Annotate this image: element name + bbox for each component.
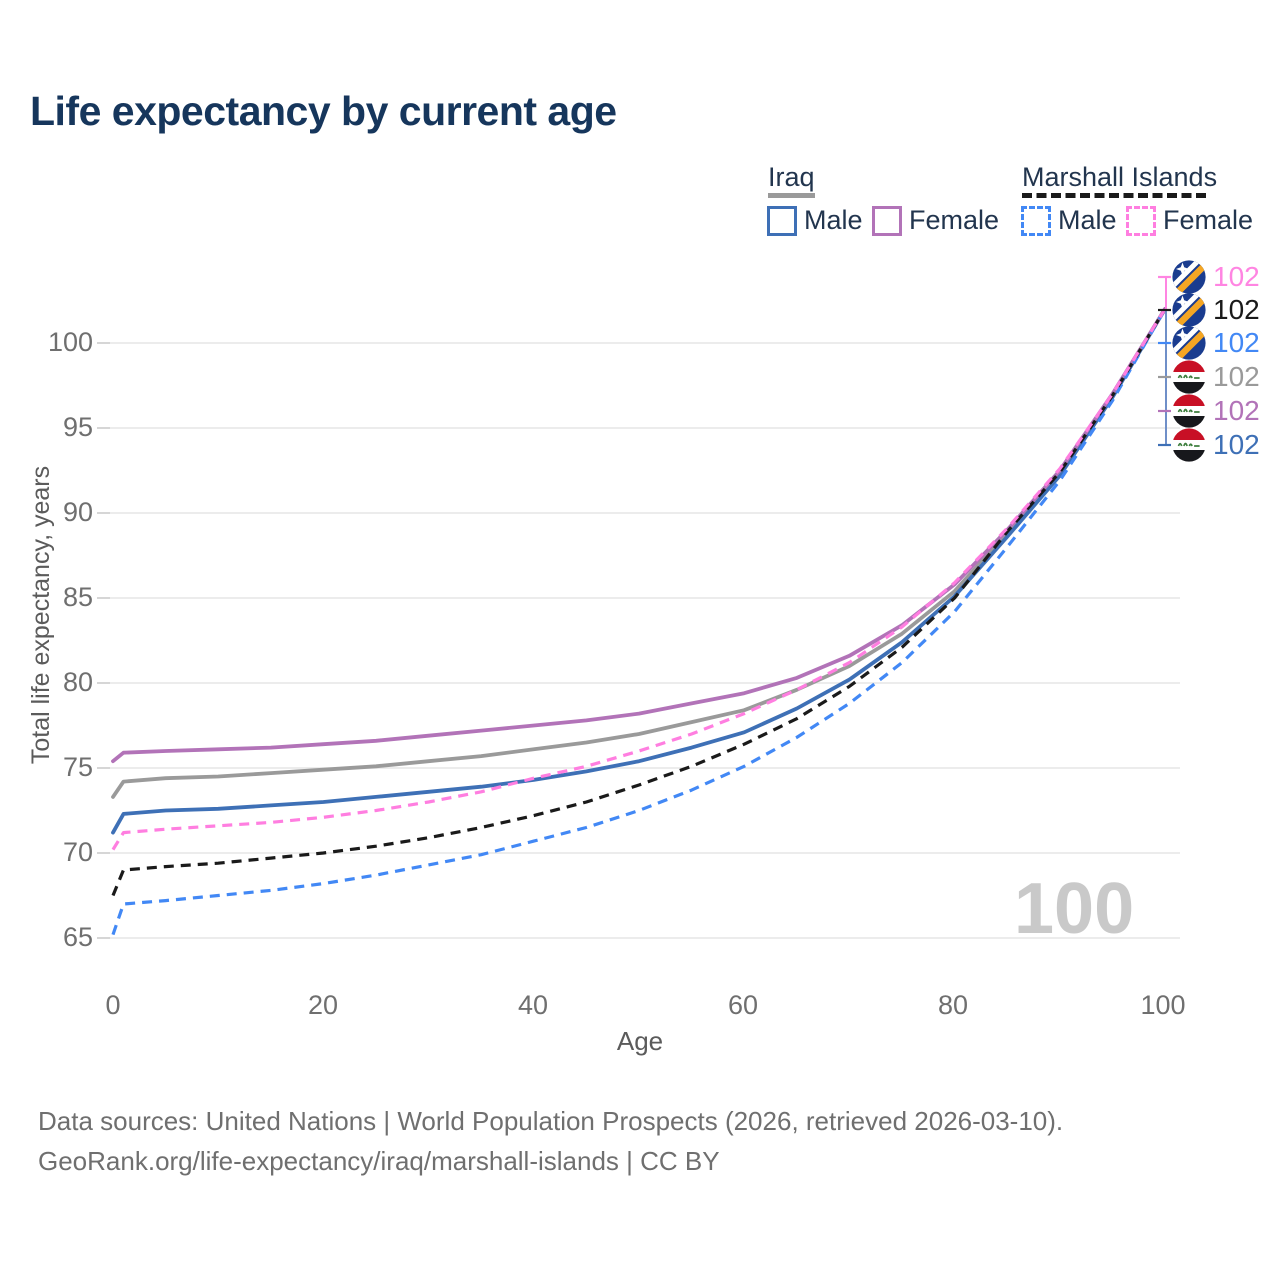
- y-tick-90: 90: [62, 497, 93, 527]
- footer-attribution: GeoRank.org/life-expectancy/iraq/marshal…: [38, 1146, 720, 1176]
- legend-item-label: Male: [804, 205, 863, 235]
- marshall-islands-flag-icon: [1172, 293, 1206, 327]
- x-tick-80: 80: [937, 990, 969, 1020]
- footer-data-sources: Data sources: United Nations | World Pop…: [38, 1106, 1064, 1136]
- end-label-iraq-male: 102: [1172, 428, 1260, 462]
- end-value: 102: [1213, 294, 1260, 325]
- x-tick-40: 40: [517, 990, 549, 1020]
- end-label-marshall-islands-female: 102: [1172, 260, 1260, 294]
- legend-item-marshall-islands-female[interactable]: Female: [1126, 205, 1253, 236]
- iraq-flag-icon: [1172, 360, 1206, 394]
- marshall-islands-flag-icon: [1172, 293, 1206, 327]
- y-tick-100: 100: [47, 327, 93, 357]
- series-line-marshall-islands-female: [111, 308, 1167, 851]
- y-tick-65: 65: [62, 922, 93, 952]
- iraq-flag-icon: [1172, 428, 1206, 462]
- legend-item-label: Female: [909, 205, 1000, 235]
- y-tick-80: 80: [62, 667, 93, 697]
- x-tick-100: 100: [1140, 990, 1186, 1020]
- series-line-iraq-female: [111, 307, 1167, 764]
- iraq-male-swatch-icon: [767, 205, 797, 236]
- end-value: 102: [1213, 429, 1260, 460]
- age-watermark: 100: [1014, 869, 1135, 949]
- y-tick-95: 95: [62, 412, 93, 442]
- end-label-marshall-islands-both: 102: [1172, 293, 1260, 327]
- marshall-islands-flag-icon: [1172, 260, 1206, 294]
- y-tick-85: 85: [62, 582, 93, 612]
- iraq-flag-icon: [1172, 428, 1206, 462]
- page-title: Life expectancy by current age: [30, 88, 617, 134]
- end-value: 102: [1213, 261, 1260, 292]
- iraq-flag-icon: [1172, 394, 1206, 428]
- iraq-flag-icon: [1172, 360, 1206, 394]
- legend-group-iraq: Iraq: [768, 162, 815, 192]
- end-value: 102: [1213, 395, 1260, 426]
- legend-item-label: Female: [1163, 205, 1254, 235]
- x-tick-60: 60: [727, 990, 759, 1020]
- marshall-islands-flag-icon: [1172, 326, 1206, 360]
- end-label-iraq-both: 102: [1172, 360, 1260, 394]
- x-axis-title: Age: [616, 1026, 664, 1056]
- end-value: 102: [1213, 361, 1260, 392]
- series-line-iraq-both-sexes: [111, 307, 1167, 799]
- series-line-marshall-islands-both-sexes: [111, 308, 1167, 897]
- x-tick-0: 0: [105, 990, 121, 1020]
- end-label-marshall-islands-male: 102: [1172, 326, 1260, 360]
- iraq-female-swatch-icon: [872, 205, 902, 236]
- y-tick-75: 75: [62, 752, 93, 782]
- legend-item-label: Male: [1058, 205, 1117, 235]
- end-value: 102: [1213, 327, 1260, 358]
- legend-item-iraq-female[interactable]: Female: [872, 205, 999, 236]
- series-line-iraq-male: [111, 307, 1167, 835]
- marshall-islands-flag-icon: [1172, 326, 1206, 360]
- legend-group-marshall-islands: Marshall Islands: [1022, 162, 1218, 192]
- legend-underline-marshall-islands: [1022, 193, 1206, 198]
- end-label-iraq-female: 102: [1172, 394, 1260, 428]
- legend-underline-iraq: [768, 193, 815, 198]
- marshall-islands-female-swatch-icon: [1126, 205, 1156, 236]
- legend-item-iraq-male[interactable]: Male: [767, 205, 863, 236]
- series-line-marshall-islands-male: [111, 308, 1167, 936]
- y-tick-70: 70: [62, 837, 93, 867]
- iraq-flag-icon: [1172, 394, 1206, 428]
- legend-item-marshall-islands-male[interactable]: Male: [1021, 205, 1117, 236]
- marshall-islands-male-swatch-icon: [1021, 205, 1051, 236]
- marshall-islands-flag-icon: [1172, 260, 1206, 294]
- x-tick-20: 20: [307, 990, 339, 1020]
